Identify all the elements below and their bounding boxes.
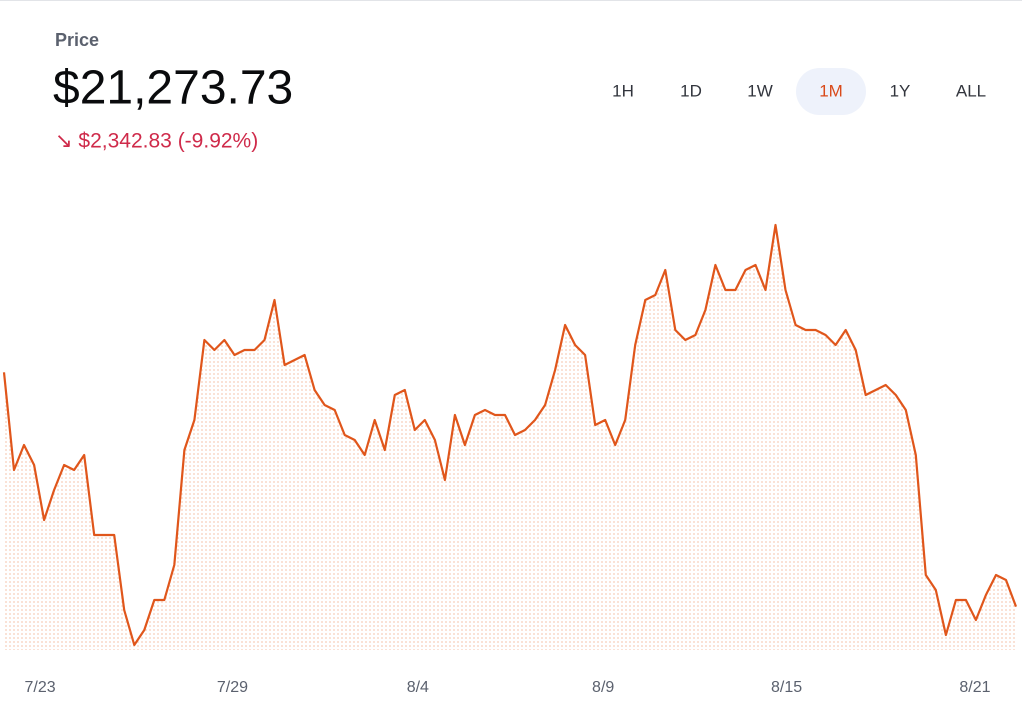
timeframe-tab[interactable]: 1M <box>819 81 843 100</box>
timeframe-tabs: 1H 1D 1W 1M 1Y ALL <box>612 68 986 115</box>
timeframe-tab[interactable]: ALL <box>956 81 986 100</box>
price-label: Price <box>55 30 99 50</box>
plot: 7/23 7/29 8/4 8/9 8/15 8/21 <box>2 223 1018 696</box>
x-tick-label: 7/29 <box>217 679 248 696</box>
timeframe-tab[interactable]: 1W <box>747 81 773 100</box>
active-tab-bg <box>796 68 866 115</box>
timeframe-tab[interactable]: 1H <box>612 81 634 100</box>
x-tick-label: 8/4 <box>407 679 429 696</box>
price-change: ↘ $2,342.83 (-9.92%) <box>55 130 258 153</box>
price-line <box>2 223 1018 647</box>
x-tick-label: 8/9 <box>592 679 614 696</box>
price-value: $21,273.73 <box>53 62 293 115</box>
x-tick-label: 8/15 <box>771 679 802 696</box>
timeframe-tab[interactable]: 1Y <box>890 81 911 100</box>
x-tick-label: 8/21 <box>959 679 990 696</box>
timeframe-tab[interactable]: 1D <box>680 81 702 100</box>
x-tick-label: 7/23 <box>25 679 56 696</box>
area-fill <box>4 225 1016 650</box>
